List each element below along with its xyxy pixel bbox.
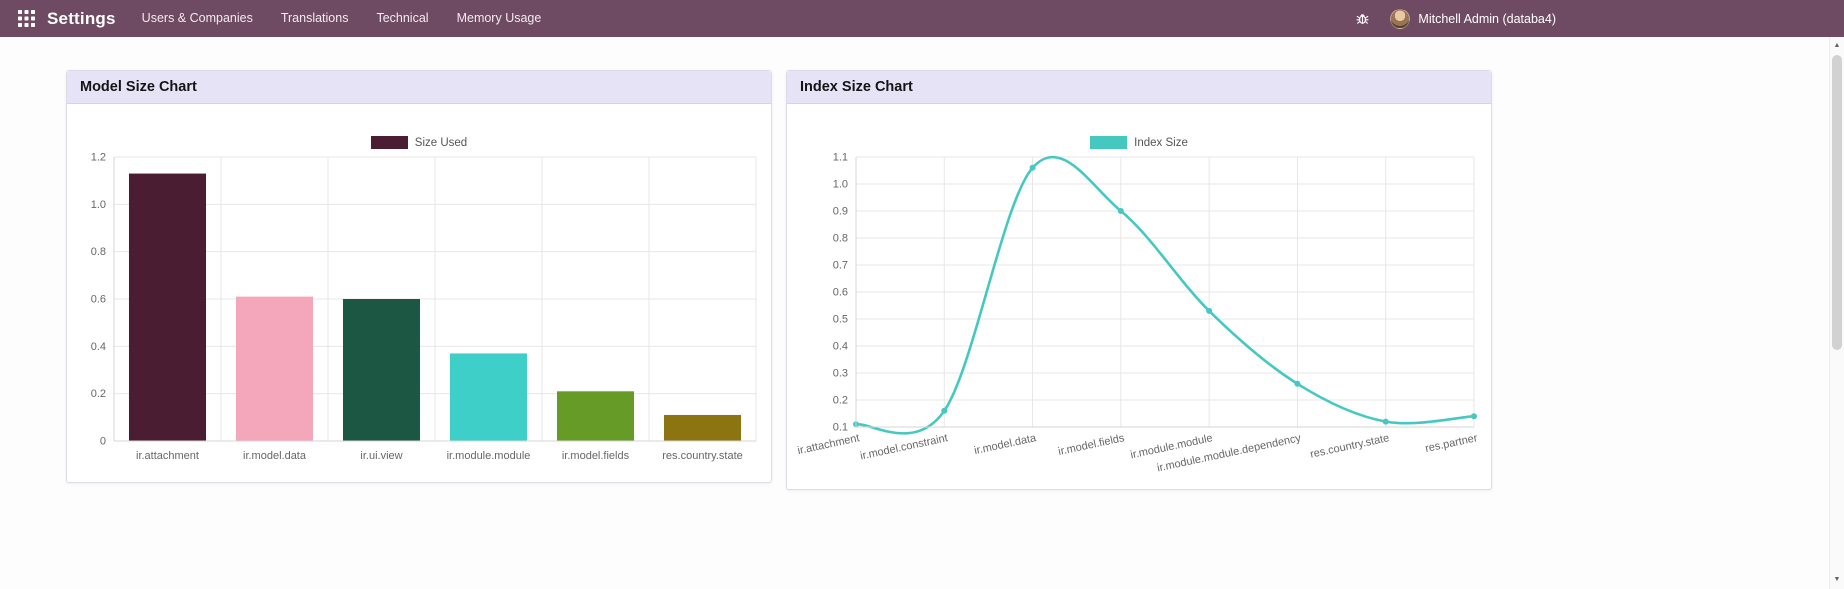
- svg-text:ir.model.fields: ir.model.fields: [562, 450, 630, 462]
- index-size-line-chart: 0.1 0.2 0.3 0.4 0.5 0.6 0.7 0.8 0.9 1.0 1.1 ir.atta…: [787, 151, 1491, 475]
- svg-text:ir.attachment: ir.attachment: [136, 450, 199, 462]
- content: Model Size Chart Size Used 0 0.2 0.4 0.6 0.8…: [0, 37, 1844, 490]
- menu-item-users-companies[interactable]: Users & Companies: [141, 11, 253, 25]
- index-size-chart-body: Index Size 0.1 0.2 0.3 0.4 0.5 0.6 0.7 0.8 0.9 1.…: [787, 136, 1491, 475]
- svg-text:0.6: 0.6: [91, 294, 106, 306]
- svg-text:0.4: 0.4: [833, 341, 848, 353]
- svg-text:res.partner: res.partner: [1424, 432, 1479, 455]
- index-size-chart-card: Index Size Chart Index Size 0.1 0.2 0.3 0.4…: [786, 70, 1492, 490]
- index-size-chart-title: Index Size Chart: [787, 71, 1491, 104]
- svg-text:0.8: 0.8: [91, 246, 106, 258]
- svg-text:ir.module.module: ir.module.module: [447, 450, 531, 462]
- vertical-scrollbar[interactable]: ▲ ▼: [1829, 37, 1844, 589]
- model-size-chart-body: Size Used 0 0.2 0.4 0.6 0.8 1.0 1.2 ir.attachme…: [67, 136, 771, 473]
- index-size-legend[interactable]: Index Size: [787, 136, 1491, 149]
- svg-text:ir.model.data: ir.model.data: [973, 432, 1038, 457]
- menu-item-translations[interactable]: Translations: [280, 11, 349, 25]
- svg-text:1.2: 1.2: [91, 152, 106, 164]
- debug-bug-icon[interactable]: [1355, 11, 1370, 26]
- main-menu: Users & Companies Translations Technical…: [128, 0, 556, 37]
- svg-text:0.2: 0.2: [91, 388, 106, 400]
- legend-swatch: [370, 136, 408, 149]
- user-name: Mitchell Admin (databa4): [1418, 11, 1556, 26]
- svg-text:0.3: 0.3: [833, 368, 848, 380]
- model-size-chart-title: Model Size Chart: [67, 71, 771, 104]
- svg-text:0.7: 0.7: [833, 260, 848, 272]
- svg-text:0.6: 0.6: [833, 287, 848, 299]
- model-size-bar-chart: 0 0.2 0.4 0.6 0.8 1.0 1.2 ir.attachment ir.model…: [67, 151, 771, 473]
- svg-text:1.0: 1.0: [833, 179, 848, 191]
- scroll-down-arrow-icon[interactable]: ▼: [1833, 576, 1841, 583]
- legend-swatch: [1090, 136, 1128, 149]
- legend-label: Size Used: [414, 136, 468, 149]
- grid-icon: [17, 10, 35, 27]
- top-bar: Settings Users & Companies Translations …: [0, 0, 1844, 37]
- svg-text:res.country.state: res.country.state: [662, 450, 743, 462]
- user-menu[interactable]: Mitchell Admin (databa4): [1390, 8, 1556, 29]
- scroll-up-arrow-icon[interactable]: ▲: [1833, 42, 1841, 49]
- svg-text:1.1: 1.1: [833, 152, 848, 164]
- svg-text:ir.attachment: ir.attachment: [797, 432, 861, 457]
- svg-text:0.8: 0.8: [833, 233, 848, 245]
- app-title[interactable]: Settings: [47, 8, 116, 28]
- svg-text:ir.model.fields: ir.model.fields: [1057, 432, 1126, 458]
- topbar-right: Mitchell Admin (databa4): [1355, 8, 1830, 29]
- scrollbar-thumb[interactable]: [1832, 55, 1842, 350]
- user-avatar: [1390, 8, 1411, 29]
- svg-text:1.0: 1.0: [91, 199, 106, 211]
- menu-item-memory-usage[interactable]: Memory Usage: [456, 11, 542, 25]
- svg-text:ir.model.constraint: ir.model.constraint: [859, 432, 949, 462]
- legend-label: Index Size: [1134, 136, 1188, 149]
- svg-text:0.2: 0.2: [833, 395, 848, 407]
- model-size-chart-card: Model Size Chart Size Used 0 0.2 0.4 0.6 0.8…: [66, 70, 772, 483]
- svg-text:ir.ui.view: ir.ui.view: [360, 450, 402, 462]
- svg-text:ir.model.data: ir.model.data: [243, 450, 307, 462]
- model-size-legend[interactable]: Size Used: [67, 136, 771, 149]
- svg-text:0.5: 0.5: [833, 314, 848, 326]
- svg-text:res.country.state: res.country.state: [1309, 432, 1390, 460]
- svg-text:0.9: 0.9: [833, 206, 848, 218]
- svg-text:0.1: 0.1: [833, 422, 848, 434]
- svg-text:0.4: 0.4: [91, 341, 106, 353]
- apps-menu-icon[interactable]: [14, 0, 38, 37]
- svg-text:0: 0: [100, 436, 106, 448]
- menu-item-technical[interactable]: Technical: [376, 11, 429, 25]
